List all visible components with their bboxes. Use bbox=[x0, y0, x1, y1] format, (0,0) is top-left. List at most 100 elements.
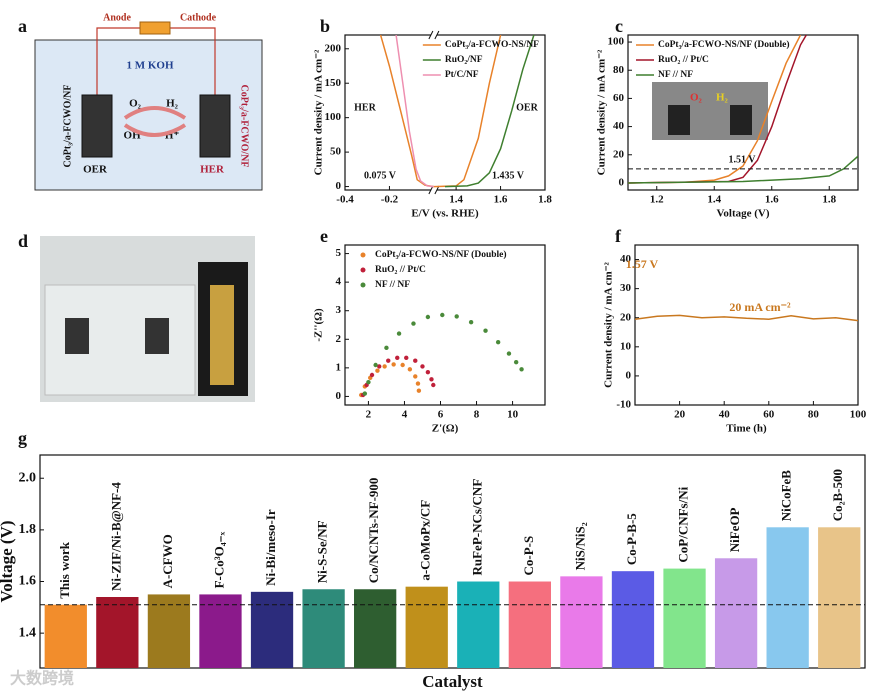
y-tick-label: 10 bbox=[620, 340, 632, 352]
axis-break-mark bbox=[428, 185, 434, 195]
legend-label: CoPt₃/a-FCWO-NS/NF (Double) bbox=[375, 249, 507, 260]
x-axis-label: Voltage (V) bbox=[716, 208, 769, 220]
bar-label: Ni-Bi/meso-Ir bbox=[263, 509, 278, 586]
bar bbox=[147, 594, 191, 668]
legend-label: Pt/C/NF bbox=[445, 70, 479, 80]
data-point bbox=[382, 364, 387, 369]
legend-label: CoPt₃/a-FCWO-NS/NF bbox=[445, 40, 539, 50]
panel-label: f bbox=[615, 226, 622, 246]
data-point bbox=[495, 339, 501, 345]
data-point bbox=[362, 391, 368, 396]
bar-label: Co/NCNTs-NF-900 bbox=[366, 478, 381, 584]
data-point bbox=[506, 351, 512, 356]
x-tick-label: 1.4 bbox=[449, 194, 463, 206]
y-axis-label: -Z''(Ω) bbox=[313, 308, 325, 342]
y-tick-label: 100 bbox=[608, 36, 625, 48]
inset-electrode bbox=[668, 105, 690, 135]
data-point bbox=[373, 362, 378, 368]
data-point bbox=[483, 328, 488, 333]
panel-label: d bbox=[18, 231, 28, 251]
bar bbox=[508, 581, 551, 668]
data-point bbox=[429, 377, 434, 382]
inset-label: O₂ bbox=[690, 92, 703, 104]
bar-label: Co-P-B-5 bbox=[624, 513, 639, 565]
y-tick-label: 40 bbox=[620, 253, 632, 265]
data-point bbox=[384, 345, 389, 351]
bar-label: Ni-ZIF/Ni-B@NF-4 bbox=[108, 482, 123, 591]
x-tick-label: 8 bbox=[474, 409, 480, 421]
cathode-electrode bbox=[199, 94, 231, 158]
bar-label: This work bbox=[57, 541, 72, 598]
data-point bbox=[413, 374, 418, 379]
photo-battery bbox=[210, 285, 234, 385]
annotation: 1.57 V bbox=[626, 257, 659, 271]
y-tick-label: 1.6 bbox=[19, 574, 37, 589]
x-axis-label: E/V (vs. RHE) bbox=[411, 208, 479, 220]
y-tick-label: 2.0 bbox=[19, 470, 37, 485]
y-tick-label: 150 bbox=[325, 77, 342, 89]
data-point bbox=[425, 369, 431, 375]
x-tick-label: 60 bbox=[763, 409, 775, 421]
panel-label: b bbox=[320, 16, 330, 36]
series-line bbox=[395, 35, 434, 188]
bar bbox=[818, 527, 861, 668]
x-tick-label: 1.8 bbox=[822, 194, 836, 206]
wire bbox=[96, 27, 140, 95]
bar bbox=[354, 589, 397, 668]
data-point bbox=[415, 381, 421, 386]
y-tick-label: 50 bbox=[330, 146, 342, 158]
bar bbox=[457, 581, 500, 668]
legend: CoPt₃/a-FCWO-NS/NF RuO₂/NF Pt/C/NF bbox=[422, 40, 539, 80]
annotation: 1.51 V bbox=[728, 154, 756, 165]
y-tick-label: 100 bbox=[325, 111, 342, 123]
panel-label: a bbox=[18, 16, 27, 36]
data-point bbox=[420, 364, 425, 369]
axis-break-gap bbox=[430, 188, 437, 192]
y-axis-label: Voltage (V) bbox=[0, 521, 16, 603]
axis-break-mark bbox=[428, 30, 434, 40]
data-point bbox=[404, 355, 409, 361]
x-axis-label: Z'(Ω) bbox=[432, 423, 459, 435]
x-tick-label: 1.2 bbox=[650, 194, 664, 206]
y-tick-label: 2 bbox=[336, 333, 342, 345]
data-point bbox=[413, 358, 418, 363]
y-axis-label: Current density / mA cm⁻² bbox=[313, 49, 325, 175]
reaction-label: OER bbox=[83, 164, 108, 176]
x-tick-label: 40 bbox=[719, 409, 731, 421]
bar bbox=[560, 576, 603, 668]
bar bbox=[766, 527, 809, 668]
photo-electrode bbox=[65, 318, 89, 354]
inset-label: H₂ bbox=[716, 92, 729, 104]
axis-break-mark bbox=[434, 30, 440, 40]
x-tick-label: 10 bbox=[507, 409, 519, 421]
y-tick-label: 20 bbox=[613, 148, 625, 160]
y-tick-label: 3 bbox=[336, 304, 342, 316]
y-tick-label: 1.8 bbox=[19, 522, 37, 537]
data-point bbox=[416, 388, 422, 393]
plot-frame bbox=[627, 34, 859, 191]
panel-label: g bbox=[18, 428, 27, 448]
y-tick-label: 30 bbox=[620, 282, 632, 294]
bar-label: NiS/NiS₂ bbox=[572, 522, 587, 570]
bar bbox=[199, 594, 242, 668]
y-axis-label: Current density / mA cm⁻² bbox=[596, 49, 608, 175]
y-tick-label: 4 bbox=[336, 276, 342, 288]
axis-break-mark bbox=[434, 185, 440, 195]
legend: CoPt₃/a-FCWO-NS/NF (Double) RuO₂ // Pt/C N… bbox=[636, 39, 790, 80]
cathode-label: Cathode bbox=[180, 12, 217, 23]
legend-label: NF // NF bbox=[375, 280, 410, 290]
x-tick-label: -0.2 bbox=[381, 194, 399, 206]
legend-label: CoPt₃/a-FCWO-NS/NF (Double) bbox=[658, 39, 790, 50]
data-point bbox=[407, 367, 413, 372]
y-tick-label: 0 bbox=[626, 369, 632, 381]
series-line bbox=[628, 155, 858, 184]
bar-label: NiFeOP bbox=[727, 507, 742, 552]
gas-label: O₂ bbox=[129, 98, 142, 110]
bar bbox=[663, 568, 706, 668]
reaction-label: HER bbox=[200, 164, 225, 176]
annotation: 0.075 V bbox=[364, 170, 397, 181]
data-point bbox=[468, 319, 474, 325]
y-tick-label: 60 bbox=[613, 92, 625, 104]
bar-label: CoP/CNFs/Ni bbox=[676, 486, 691, 562]
x-tick-label: 1.8 bbox=[538, 194, 552, 206]
